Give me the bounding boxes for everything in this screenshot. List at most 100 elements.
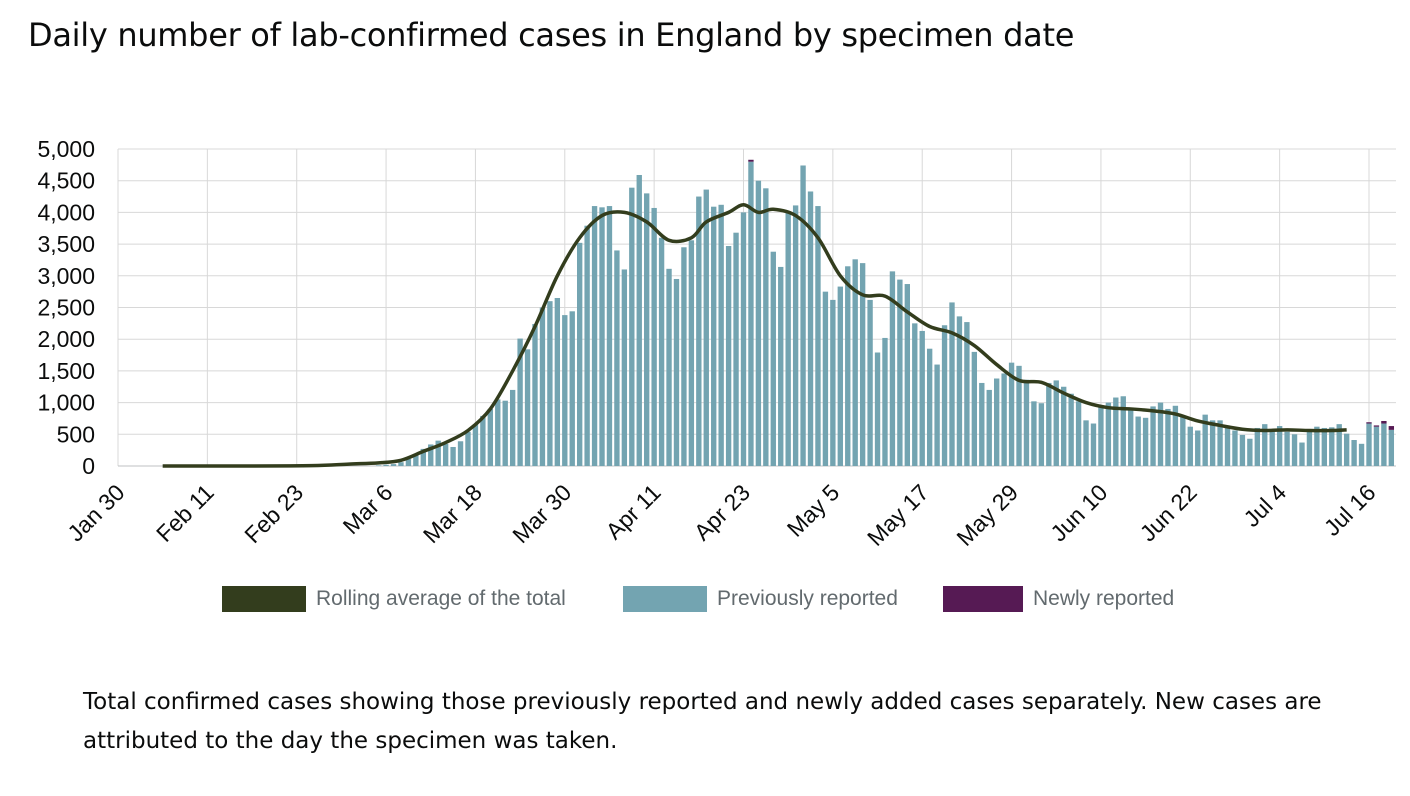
bar-previously-reported[interactable] (644, 193, 650, 466)
bar-previously-reported[interactable] (941, 325, 948, 466)
bar-previously-reported[interactable] (1254, 427, 1260, 466)
bar-previously-reported[interactable] (591, 206, 598, 466)
bar-previously-reported[interactable] (1128, 408, 1134, 466)
bar-previously-reported[interactable] (599, 207, 605, 466)
bar-previously-reported[interactable] (1172, 405, 1179, 466)
bar-previously-reported[interactable] (971, 351, 978, 466)
bar-previously-reported[interactable] (398, 462, 404, 466)
bar-previously-reported[interactable] (1187, 426, 1193, 466)
bar-previously-reported[interactable] (1098, 405, 1104, 466)
bar-previously-reported[interactable] (770, 251, 776, 466)
bar-newly-reported[interactable] (1381, 420, 1387, 424)
bar-previously-reported[interactable] (1157, 402, 1164, 466)
bar-previously-reported[interactable] (1142, 417, 1149, 466)
bar-previously-reported[interactable] (1113, 397, 1119, 466)
bar-previously-reported[interactable] (993, 378, 1000, 466)
bar-previously-reported[interactable] (904, 284, 911, 466)
bar-previously-reported[interactable] (1306, 430, 1313, 466)
bar-previously-reported[interactable] (1180, 416, 1186, 466)
bar-previously-reported[interactable] (837, 286, 843, 466)
bar-previously-reported[interactable] (517, 338, 523, 466)
bar-previously-reported[interactable] (1075, 401, 1082, 466)
bar-previously-reported[interactable] (815, 206, 821, 466)
bar-previously-reported[interactable] (1105, 402, 1112, 466)
bar-previously-reported[interactable] (889, 271, 896, 466)
bar-previously-reported[interactable] (1269, 429, 1275, 466)
bar-previously-reported[interactable] (375, 465, 382, 466)
bar-previously-reported[interactable] (428, 444, 434, 466)
bar-previously-reported[interactable] (852, 259, 858, 466)
bar-previously-reported[interactable] (859, 263, 866, 466)
bar-previously-reported[interactable] (532, 323, 538, 466)
bar-previously-reported[interactable] (964, 322, 970, 466)
bar-previously-reported[interactable] (1068, 393, 1074, 466)
bar-previously-reported[interactable] (450, 446, 456, 466)
bar-previously-reported[interactable] (733, 232, 739, 466)
bar-previously-reported[interactable] (465, 431, 471, 466)
bar-previously-reported[interactable] (1120, 396, 1126, 466)
bar-previously-reported[interactable] (673, 278, 680, 466)
bar-previously-reported[interactable] (1195, 430, 1201, 466)
bar-previously-reported[interactable] (1202, 414, 1208, 466)
bar-previously-reported[interactable] (688, 240, 695, 466)
bar-previously-reported[interactable] (1247, 438, 1253, 466)
bar-previously-reported[interactable] (547, 301, 553, 466)
bar-previously-reported[interactable] (763, 188, 769, 467)
bar-previously-reported[interactable] (1381, 423, 1387, 466)
bar-previously-reported[interactable] (897, 279, 903, 466)
bar-previously-reported[interactable] (725, 246, 732, 466)
bar-previously-reported[interactable] (1061, 386, 1067, 466)
bar-previously-reported[interactable] (1388, 429, 1395, 466)
bar-previously-reported[interactable] (1373, 426, 1380, 466)
bar-previously-reported[interactable] (658, 237, 665, 466)
bar-previously-reported[interactable] (1343, 433, 1350, 466)
bar-previously-reported[interactable] (621, 269, 628, 466)
bar-previously-reported[interactable] (1336, 424, 1342, 466)
bar-previously-reported[interactable] (792, 205, 799, 466)
bar-previously-reported[interactable] (1038, 403, 1045, 466)
bar-previously-reported[interactable] (800, 165, 806, 466)
bar-previously-reported[interactable] (390, 464, 397, 466)
bar-previously-reported[interactable] (681, 247, 687, 466)
legend-item-previous[interactable]: Previously reported (623, 586, 898, 612)
bar-previously-reported[interactable] (1321, 427, 1328, 466)
bar-previously-reported[interactable] (472, 424, 479, 466)
bar-newly-reported[interactable] (1373, 425, 1380, 427)
bar-newly-reported[interactable] (748, 159, 754, 162)
bar-previously-reported[interactable] (629, 187, 635, 466)
bar-previously-reported[interactable] (949, 302, 955, 466)
bar-previously-reported[interactable] (1135, 416, 1141, 466)
bar-previously-reported[interactable] (576, 242, 583, 466)
bar-previously-reported[interactable] (718, 204, 724, 467)
bar-previously-reported[interactable] (785, 211, 791, 466)
bar-previously-reported[interactable] (1276, 426, 1283, 466)
bar-previously-reported[interactable] (1239, 434, 1246, 466)
bar-previously-reported[interactable] (822, 291, 829, 466)
bar-previously-reported[interactable] (696, 196, 702, 467)
bar-previously-reported[interactable] (1284, 431, 1290, 466)
bar-previously-reported[interactable] (524, 349, 531, 466)
bar-previously-reported[interactable] (956, 316, 963, 466)
bar-previously-reported[interactable] (867, 299, 873, 466)
legend-item-new[interactable]: Newly reported (943, 586, 1174, 612)
bar-previously-reported[interactable] (703, 189, 709, 467)
legend-item-rolling[interactable]: Rolling average of the total (222, 586, 566, 612)
bar-previously-reported[interactable] (1008, 362, 1015, 466)
bar-previously-reported[interactable] (711, 206, 717, 466)
bar-previously-reported[interactable] (442, 443, 449, 466)
bar-previously-reported[interactable] (845, 266, 851, 466)
bar-previously-reported[interactable] (1046, 382, 1052, 466)
bar-previously-reported[interactable] (495, 399, 501, 466)
bar-previously-reported[interactable] (554, 297, 561, 466)
bar-previously-reported[interactable] (1358, 443, 1365, 466)
bar-previously-reported[interactable] (1262, 424, 1268, 466)
bar-previously-reported[interactable] (1299, 442, 1305, 466)
bar-previously-reported[interactable] (569, 311, 575, 466)
bar-previously-reported[interactable] (666, 268, 672, 466)
bar-previously-reported[interactable] (1329, 427, 1335, 466)
bar-previously-reported[interactable] (584, 225, 590, 466)
bar-previously-reported[interactable] (1150, 406, 1156, 466)
bar-previously-reported[interactable] (1165, 408, 1171, 466)
bar-previously-reported[interactable] (383, 464, 389, 466)
bar-previously-reported[interactable] (1031, 401, 1037, 466)
